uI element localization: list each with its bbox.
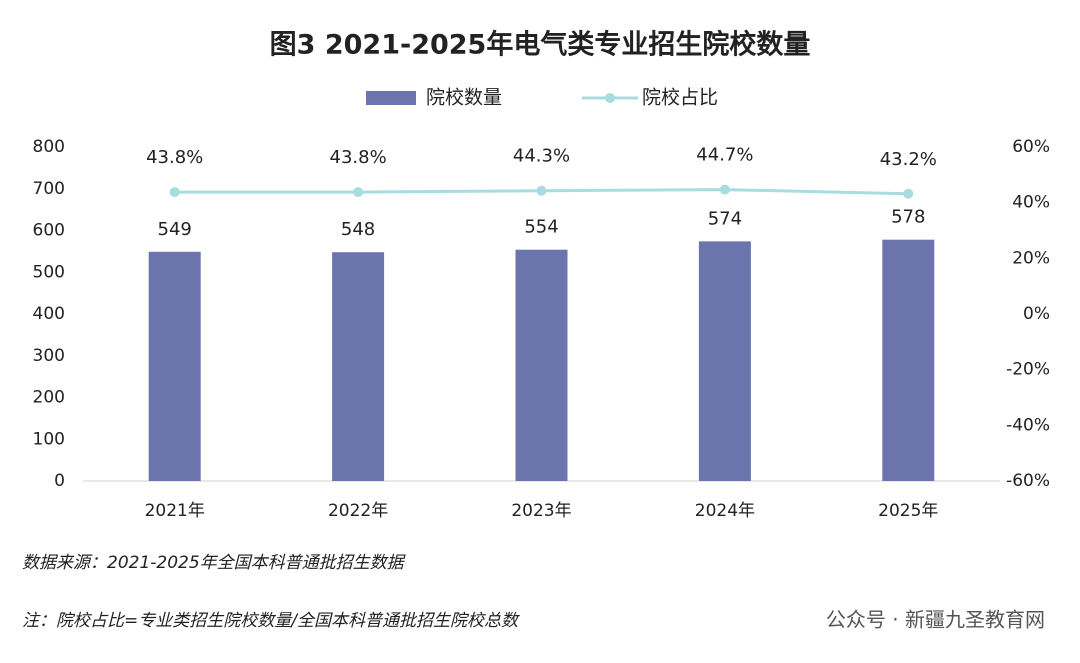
y-tick-label: 300 [33, 346, 65, 366]
legend-swatch [605, 93, 615, 103]
line-point [536, 185, 547, 196]
x-tick-label: 2022年 [328, 501, 388, 521]
line-value-label: 43.8% [330, 147, 387, 168]
y-tick-label: 600 [33, 221, 65, 241]
y2-tick-label: -20% [1006, 360, 1050, 380]
y-tick-label: 200 [33, 388, 65, 408]
y2-tick-label: -40% [1006, 415, 1050, 435]
watermark: 公众号 · 新疆九圣教育网 [826, 608, 1045, 632]
line-value-label: 44.3% [513, 146, 570, 167]
y2-tick-label: -60% [1006, 471, 1050, 491]
line-value-label: 43.2% [880, 149, 937, 170]
bar-value-label: 574 [708, 208, 742, 229]
bar [882, 239, 935, 481]
bar-value-label: 578 [891, 207, 925, 228]
line-point [903, 188, 914, 199]
y-tick-label: 700 [33, 179, 65, 199]
y2-tick-label: 0% [1023, 304, 1050, 324]
y2-tick-label: 60% [1012, 137, 1050, 157]
bar [332, 252, 385, 481]
legend-label: 院校占比 [642, 87, 718, 109]
y-tick-label: 0 [54, 471, 65, 491]
bar-value-label: 554 [524, 217, 558, 238]
x-tick-label: 2023年 [511, 501, 571, 521]
y-tick-label: 400 [33, 304, 65, 324]
bar-value-label: 548 [341, 219, 375, 240]
y-tick-label: 500 [33, 262, 65, 282]
x-tick-label: 2025年 [878, 501, 938, 521]
source-note: 数据来源：2021-2025年全国本科普通批招生数据 [22, 553, 407, 573]
y-tick-label: 100 [33, 429, 65, 449]
line-value-label: 44.7% [696, 145, 753, 166]
formula-note: 注：院校占比=专业类招生院校数量/全国本科普通批招生院校总数 [22, 611, 520, 631]
bar [515, 249, 568, 481]
line-point [719, 184, 730, 195]
y-tick-label: 800 [33, 137, 65, 157]
bar [698, 241, 751, 481]
chart-title: 图3 2021-2025年电气类专业招生院校数量 [270, 29, 811, 61]
legend-label: 院校数量 [426, 87, 502, 109]
line-value-label: 43.8% [146, 147, 203, 168]
y2-tick-label: 40% [1012, 193, 1050, 213]
x-tick-label: 2021年 [145, 501, 205, 521]
legend-swatch [366, 91, 416, 105]
x-tick-label: 2024年 [695, 501, 755, 521]
line-point [353, 187, 364, 198]
line-point [169, 187, 180, 198]
y2-tick-label: 20% [1012, 248, 1050, 268]
bar-value-label: 549 [158, 219, 192, 240]
bar [148, 251, 201, 481]
